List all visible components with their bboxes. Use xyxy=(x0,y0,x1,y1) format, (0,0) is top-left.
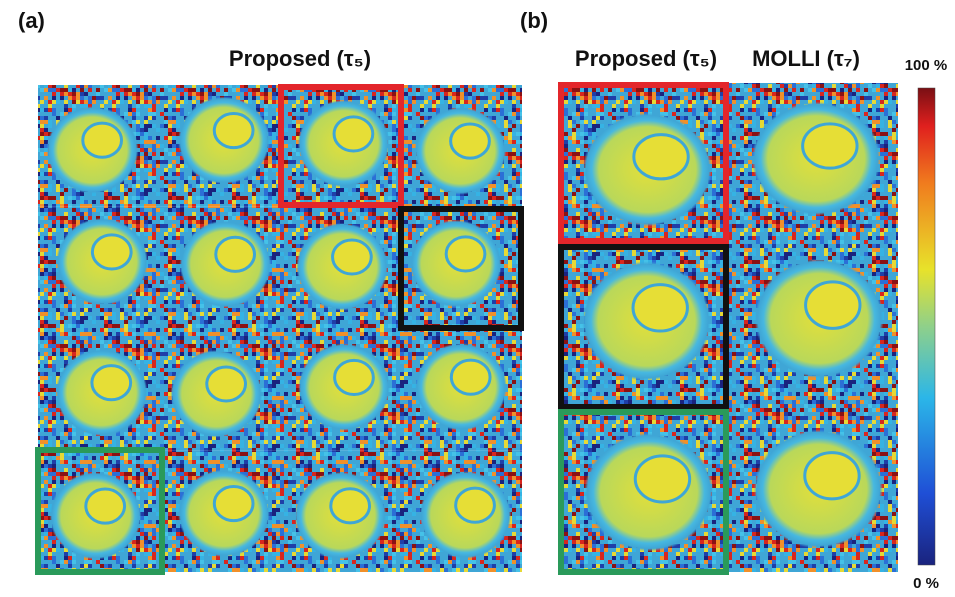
blood-pool xyxy=(633,285,687,331)
blood-pool xyxy=(451,360,490,394)
colorbar-max-label: 100 % xyxy=(905,57,948,74)
blood-pool xyxy=(216,237,255,271)
blood-pool xyxy=(214,114,253,148)
column-title: Proposed (τ₅) xyxy=(575,46,717,71)
colorbar xyxy=(918,88,935,565)
blood-pool xyxy=(446,237,485,271)
panel-label: (b) xyxy=(520,8,548,33)
blood-pool xyxy=(635,456,689,502)
blood-pool xyxy=(333,240,372,274)
figure: (a) (b) Proposed (τ₅) Proposed (τ₅) MOLL… xyxy=(0,0,955,597)
blood-pool xyxy=(92,366,131,400)
blood-pool xyxy=(335,360,374,394)
blood-pool xyxy=(634,135,688,179)
column-title: MOLLI (τ₇) xyxy=(752,46,860,71)
panel-label: (a) xyxy=(18,8,45,33)
blood-pool xyxy=(806,282,860,328)
colorbar-min-label: 0 % xyxy=(913,575,939,592)
blood-pool xyxy=(451,124,490,158)
blood-pool xyxy=(92,235,131,269)
panel-title: Proposed (τ₅) xyxy=(229,46,371,71)
blood-pool xyxy=(803,124,857,168)
blood-pool xyxy=(331,489,370,523)
blood-pool xyxy=(207,367,246,401)
blood-pool xyxy=(86,489,125,523)
blood-pool xyxy=(83,123,122,157)
blood-pool xyxy=(805,453,859,499)
blood-pool xyxy=(334,117,373,151)
image-grid xyxy=(38,83,898,572)
blood-pool xyxy=(214,487,253,521)
blood-pool xyxy=(456,488,495,522)
